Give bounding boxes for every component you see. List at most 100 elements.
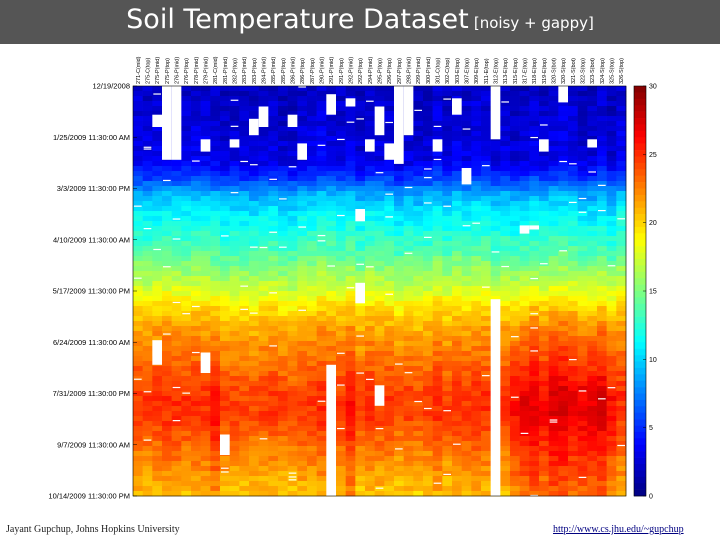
heatmap-cell bbox=[539, 421, 549, 427]
heatmap-cell bbox=[510, 466, 520, 472]
heatmap-cell bbox=[510, 471, 520, 477]
heatmap-cell bbox=[616, 291, 627, 297]
heatmap-cell bbox=[133, 481, 143, 487]
heatmap-cell bbox=[181, 226, 192, 232]
heatmap-cell bbox=[490, 186, 501, 192]
heatmap-cell bbox=[597, 356, 607, 362]
heatmap-cell bbox=[539, 456, 549, 462]
heatmap-cell bbox=[268, 326, 279, 332]
heatmap-cell bbox=[577, 86, 588, 92]
heatmap-cell bbox=[558, 491, 569, 497]
heatmap-cell bbox=[355, 186, 366, 192]
heatmap-cell bbox=[510, 246, 520, 252]
heatmap-cell bbox=[258, 196, 269, 202]
heatmap-cell bbox=[529, 136, 540, 142]
heatmap-cell bbox=[307, 391, 317, 397]
heatmap-cell bbox=[307, 186, 317, 192]
heatmap-cell bbox=[229, 296, 240, 302]
heatmap-cell bbox=[374, 316, 385, 322]
heatmap-cell bbox=[345, 126, 356, 132]
heatmap-cell bbox=[181, 206, 192, 212]
heatmap-cell bbox=[181, 396, 192, 402]
heatmap-cell bbox=[316, 301, 327, 307]
heatmap-cell bbox=[374, 236, 385, 242]
heatmap-cell bbox=[558, 196, 569, 202]
heatmap-cell bbox=[152, 331, 163, 337]
heatmap-cell bbox=[481, 421, 491, 427]
heatmap-cell bbox=[539, 221, 549, 227]
heatmap-cell bbox=[307, 336, 317, 342]
heatmap-cell bbox=[432, 296, 443, 302]
heatmap-cell bbox=[133, 106, 143, 112]
heatmap-cell bbox=[268, 186, 279, 192]
heatmap-cell bbox=[278, 396, 288, 402]
heatmap-cell bbox=[423, 316, 433, 322]
heatmap-cell bbox=[287, 391, 298, 397]
heatmap-cell bbox=[365, 461, 375, 467]
heatmap-cell bbox=[171, 176, 182, 182]
heatmap-cell bbox=[481, 156, 491, 162]
heatmap-cell bbox=[423, 456, 433, 462]
heatmap-cell bbox=[558, 451, 569, 457]
heatmap-cell bbox=[239, 431, 250, 437]
heatmap-cell bbox=[587, 291, 598, 297]
heatmap-cell bbox=[210, 121, 221, 127]
heatmap-cell bbox=[606, 96, 617, 102]
heatmap-cell bbox=[616, 376, 627, 382]
footer-link[interactable]: http://www.cs.jhu.edu/~gupchup bbox=[553, 524, 684, 535]
heatmap-cell bbox=[239, 176, 250, 182]
heatmap-cell bbox=[461, 376, 472, 382]
heatmap-cell bbox=[249, 276, 259, 282]
heatmap-cell bbox=[316, 371, 327, 377]
heatmap-cell bbox=[171, 336, 182, 342]
colorbar-segment bbox=[634, 194, 646, 202]
heatmap-cell bbox=[239, 261, 250, 267]
heatmap-cell bbox=[500, 336, 511, 342]
heatmap-cell bbox=[326, 281, 337, 287]
heatmap-cell bbox=[597, 156, 607, 162]
x-tick-label: 275-C(top) bbox=[146, 58, 152, 84]
heatmap-cell bbox=[558, 321, 569, 327]
heatmap-cell bbox=[345, 131, 356, 137]
heatmap-cell bbox=[326, 321, 337, 327]
heatmap-cell bbox=[519, 441, 530, 447]
heatmap-cell bbox=[568, 216, 578, 222]
heatmap-cell bbox=[258, 371, 269, 377]
heatmap-cell bbox=[471, 206, 482, 212]
heatmap-cell bbox=[432, 411, 443, 417]
heatmap-cell bbox=[442, 466, 453, 472]
heatmap-cell bbox=[374, 491, 385, 497]
heatmap-cell bbox=[539, 376, 549, 382]
missing-block bbox=[529, 225, 539, 230]
heatmap-cell bbox=[394, 366, 404, 372]
heatmap-cell bbox=[297, 96, 308, 102]
heatmap-cell bbox=[510, 261, 520, 267]
heatmap-cell bbox=[384, 166, 395, 172]
heatmap-cell bbox=[210, 236, 221, 242]
heatmap-cell bbox=[558, 126, 569, 132]
heatmap-cell bbox=[461, 256, 472, 262]
heatmap-cell bbox=[384, 281, 395, 287]
heatmap-cell bbox=[162, 256, 172, 262]
missing-sample bbox=[143, 228, 152, 230]
heatmap-cell bbox=[471, 211, 482, 217]
missing-sample bbox=[269, 178, 277, 180]
heatmap-cell bbox=[355, 156, 366, 162]
heatmap-cell bbox=[220, 126, 230, 132]
heatmap-cell bbox=[510, 406, 520, 412]
heatmap-cell bbox=[413, 296, 424, 302]
heatmap-cell bbox=[529, 381, 540, 387]
heatmap-cell bbox=[597, 121, 607, 127]
missing-sample bbox=[317, 400, 326, 402]
heatmap-cell bbox=[258, 181, 269, 187]
heatmap-cell bbox=[597, 476, 607, 482]
heatmap-cell bbox=[597, 216, 607, 222]
heatmap-cell bbox=[268, 256, 279, 262]
heatmap-cell bbox=[355, 486, 366, 492]
heatmap-cell bbox=[423, 126, 433, 132]
heatmap-cell bbox=[297, 206, 308, 212]
heatmap-cell bbox=[249, 456, 259, 462]
heatmap-cell bbox=[432, 441, 443, 447]
heatmap-cell bbox=[432, 461, 443, 467]
heatmap-cell bbox=[510, 106, 520, 112]
